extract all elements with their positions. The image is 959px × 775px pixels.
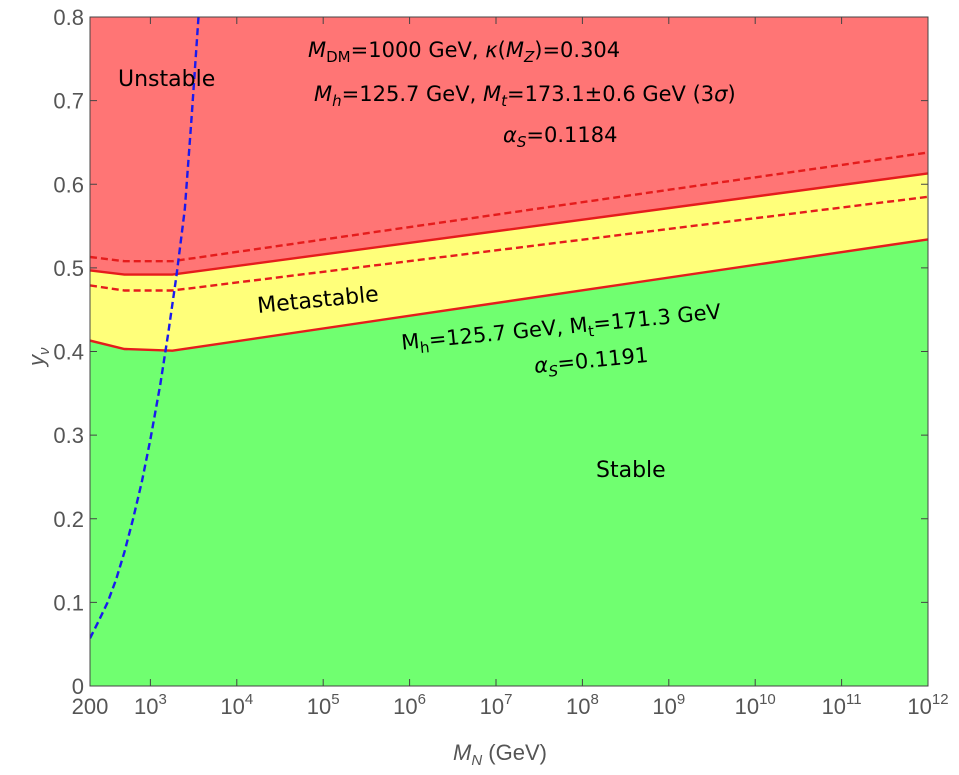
stability-boundary-line	[90, 238, 928, 352]
stability-boundary-dashed-line	[90, 195, 928, 292]
perturbativity-curve	[90, 17, 200, 639]
annotation-alpha-upper: αS=0.1184	[503, 123, 617, 151]
annotation-dm-mass: MDM=1000 GeV, κ(MZ)=0.304	[308, 38, 620, 66]
x-tick-label: 109	[652, 691, 685, 719]
y-tick-label: 0	[72, 674, 84, 699]
x-tick-label: 200	[72, 694, 109, 719]
annotation-higgs-top-upper: Mh=125.7 GeV, Mt=173.1±0.6 GeV (3σ)	[314, 82, 736, 110]
x-axis-title: MN (GeV)	[453, 740, 547, 769]
x-tick-label: 1010	[735, 691, 776, 719]
region-unstable	[90, 17, 928, 275]
y-tick-label: 0.4	[53, 340, 84, 365]
y-tick-label: 0.5	[53, 256, 84, 281]
x-tick-label: 103	[134, 691, 167, 719]
y-tick-label: 0.2	[53, 507, 84, 532]
x-tick-label: 1011	[822, 691, 862, 719]
instability-boundary-line	[90, 172, 928, 276]
region-label-unstable: Unstable	[118, 67, 215, 92]
x-tick-label: 106	[393, 691, 426, 719]
region-stable	[90, 239, 928, 686]
ticks: 0 0.1 0.2 0.3 0.4 0.5 0.6 0.7 0.8 200 103 104 105 106…	[53, 5, 948, 719]
y-tick-label: 0.8	[53, 5, 84, 30]
instability-boundary-dashed-line	[90, 151, 928, 263]
region-metastable	[90, 173, 928, 351]
x-tick-label: 107	[480, 691, 513, 719]
x-tick-label: 104	[220, 691, 253, 719]
plot-area	[90, 17, 928, 686]
y-tick-label: 0.1	[53, 590, 84, 615]
region-label-stable: Stable	[596, 458, 666, 483]
x-tick-label: 108	[566, 691, 599, 719]
x-tick-label: 105	[307, 691, 340, 719]
x-tick-label: 1012	[907, 691, 948, 719]
y-axis-title: yν	[24, 347, 53, 368]
y-tick-label: 0.3	[53, 423, 84, 448]
y-tick-label: 0.7	[53, 89, 84, 114]
y-tick-label: 0.6	[53, 172, 84, 197]
